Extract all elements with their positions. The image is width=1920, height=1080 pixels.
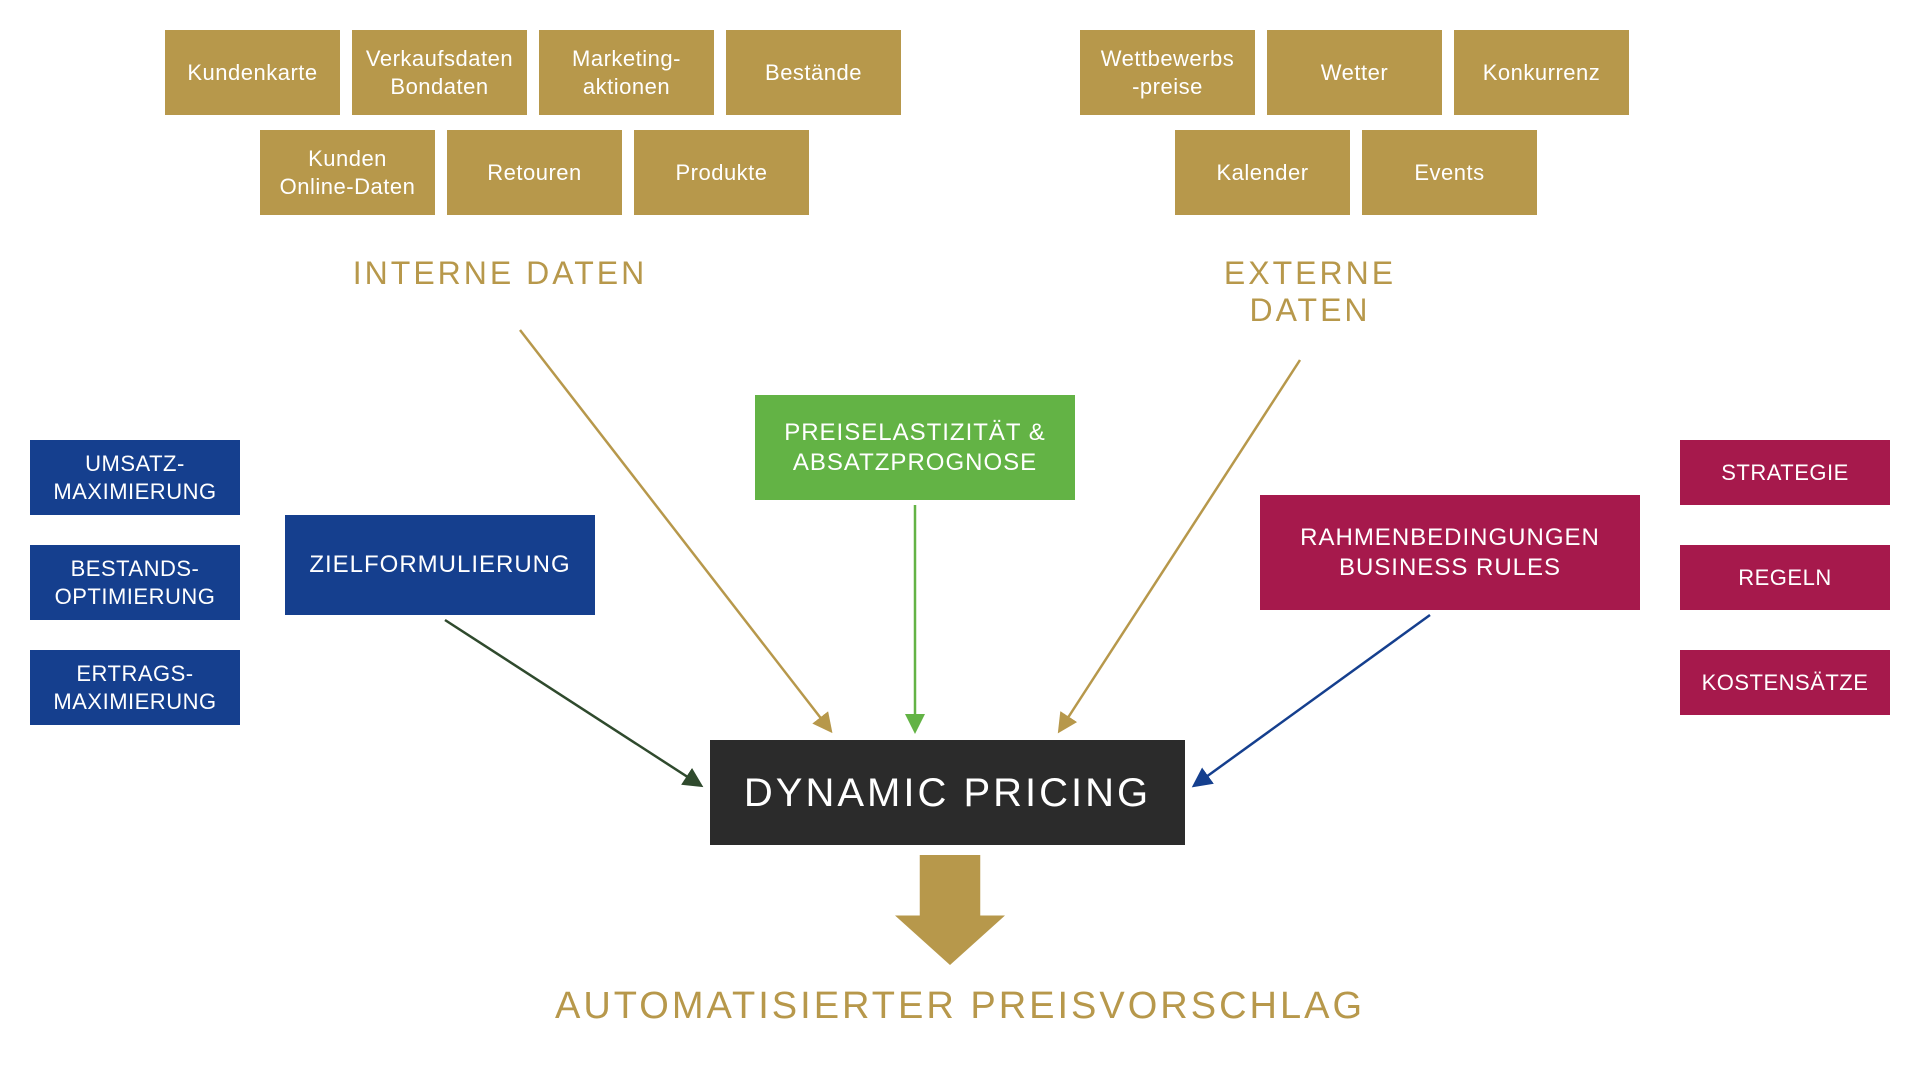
right-small-box: STRATEGIE — [1680, 440, 1890, 505]
big-down-arrow — [895, 855, 1005, 965]
dynamic-pricing-box: DYNAMIC PRICING — [710, 740, 1185, 845]
externe-box: Wettbewerbs-preise — [1080, 30, 1255, 115]
left-small-box: BESTANDS-OPTIMIERUNG — [30, 545, 240, 620]
left-small-box: UMSATZ-MAXIMIERUNG — [30, 440, 240, 515]
interne-box: Produkte — [634, 130, 809, 215]
interne-box: Kundenkarte — [165, 30, 340, 115]
ziel-box: ZIELFORMULIERUNG — [285, 515, 595, 615]
left-small-box: ERTRAGS-MAXIMIERUNG — [30, 650, 240, 725]
flow-arrow — [445, 620, 700, 785]
interne-box: Retouren — [447, 130, 622, 215]
preiselast-box: PREISELASTIZITÄT &ABSATZPROGNOSE — [755, 395, 1075, 500]
flow-arrow — [1195, 615, 1430, 785]
right-small-box: KOSTENSÄTZE — [1680, 650, 1890, 715]
rahmen-box: RAHMENBEDINGUNGENBUSINESS RULES — [1260, 495, 1640, 610]
externe-box: Wetter — [1267, 30, 1442, 115]
interne-box: Marketing-aktionen — [539, 30, 714, 115]
interne-label: INTERNE DATEN — [300, 255, 700, 292]
interne-box: Bestände — [726, 30, 901, 115]
output-label: AUTOMATISIERTER PREISVORSCHLAG — [500, 985, 1420, 1028]
interne-box: VerkaufsdatenBondaten — [352, 30, 527, 115]
externe-box: Kalender — [1175, 130, 1350, 215]
interne-box: KundenOnline-Daten — [260, 130, 435, 215]
externe-box: Konkurrenz — [1454, 30, 1629, 115]
right-small-box: REGELN — [1680, 545, 1890, 610]
externe-box: Events — [1362, 130, 1537, 215]
externe-label: EXTERNEDATEN — [1160, 255, 1460, 329]
